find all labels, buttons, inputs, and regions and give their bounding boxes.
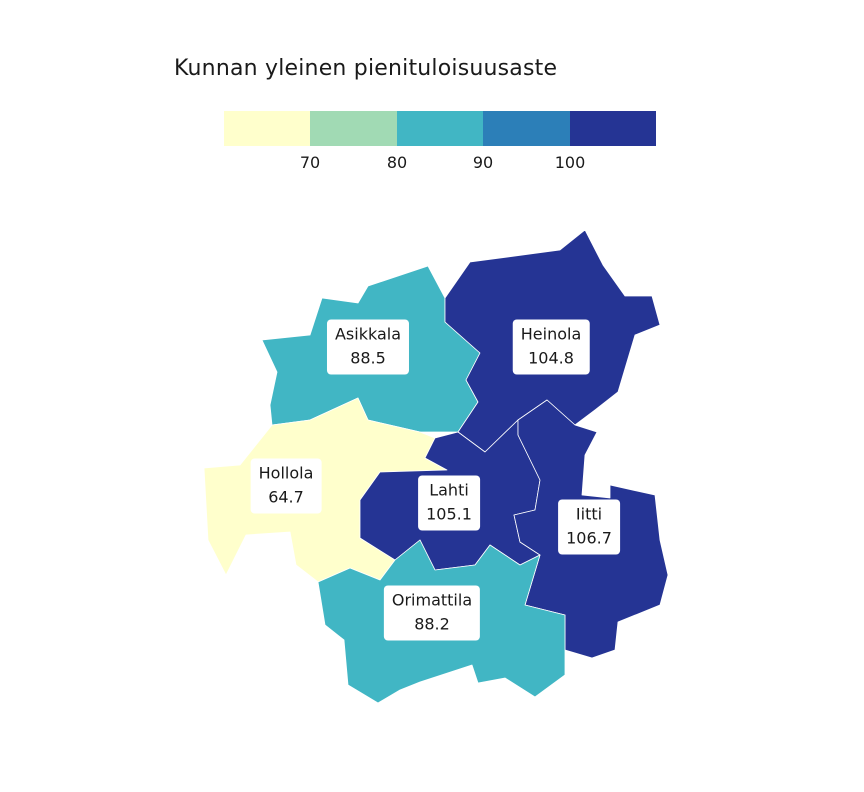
- legend-swatch-1: [224, 111, 311, 146]
- legend-swatch-5: [569, 111, 657, 146]
- color-legend: 70 80 90 100: [224, 111, 657, 175]
- map-title: Kunnan yleinen pienituloisuusaste: [174, 56, 558, 81]
- label-asikkala-value: 88.5: [350, 348, 386, 368]
- label-lahti-value: 105.1: [426, 504, 472, 524]
- legend-tick-100: 100: [554, 153, 586, 172]
- label-hollola-value: 64.7: [268, 487, 304, 507]
- label-hollola-name: Hollola: [258, 463, 314, 483]
- label-lahti: Lahti 105.1: [418, 475, 480, 531]
- legend-tick-90: 90: [472, 153, 494, 172]
- legend-color-bar: [224, 111, 657, 146]
- label-asikkala: Asikkala 88.5: [326, 319, 410, 375]
- legend-tick-80: 80: [386, 153, 408, 172]
- legend-swatch-3: [396, 111, 484, 146]
- legend-swatch-2: [310, 111, 397, 146]
- label-iitti-name: Iitti: [575, 504, 603, 524]
- label-hollola: Hollola 64.7: [250, 458, 322, 514]
- legend-swatch-4: [483, 111, 570, 146]
- label-orimattila-value: 88.2: [414, 614, 450, 634]
- label-heinola-value: 104.8: [528, 348, 574, 368]
- label-iitti: Iitti 106.7: [558, 499, 620, 555]
- label-iitti-value: 106.7: [566, 528, 612, 548]
- label-heinola-name: Heinola: [520, 324, 582, 344]
- label-heinola: Heinola 104.8: [512, 319, 590, 375]
- label-lahti-name: Lahti: [429, 480, 469, 500]
- legend-tick-70: 70: [299, 153, 321, 172]
- label-asikkala-name: Asikkala: [334, 324, 402, 344]
- label-orimattila: Orimattila 88.2: [383, 585, 481, 641]
- label-orimattila-name: Orimattila: [391, 590, 473, 610]
